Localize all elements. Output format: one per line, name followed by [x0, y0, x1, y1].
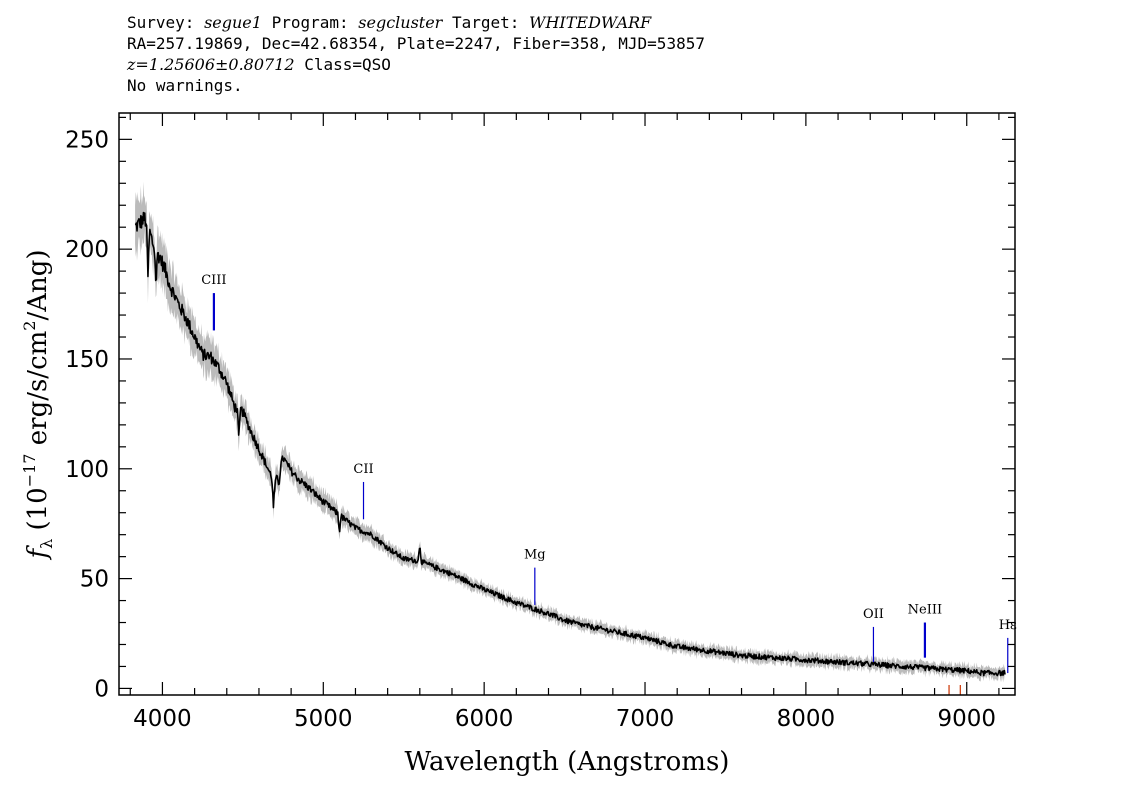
survey-label: Survey: — [127, 13, 205, 32]
header-line-1: Survey: segue1 Program: segcluster Targe… — [127, 12, 705, 33]
emission-line-label: NeIII — [908, 603, 942, 618]
y-tick-label: 250 — [65, 127, 109, 153]
target-value: WHITEDWARF — [529, 13, 652, 32]
emission-line-label: Hε — [999, 618, 1017, 633]
emission-lines-layer: CIII CII Mg OII NeIII Hε — [201, 273, 1017, 674]
flux-layer — [134, 211, 1006, 677]
ylabel-squared: 2 — [20, 321, 39, 331]
emission-line-label: OII — [863, 607, 884, 622]
x-tick-label: 5000 — [294, 706, 353, 732]
x-tick-label: 9000 — [937, 706, 996, 732]
y-tick-label: 200 — [65, 237, 109, 263]
ylabel-units: erg/s/cm — [23, 331, 53, 454]
x-axis: 4000 5000 6000 7000 8000 9000 — [129, 113, 1000, 732]
y-tick-label: 150 — [65, 347, 109, 373]
program-label: Program: — [261, 13, 359, 32]
ylabel-per-ang: /Ang) — [23, 249, 53, 320]
x-tick-label: 7000 — [616, 706, 675, 732]
program-value: segcluster — [358, 13, 443, 32]
spectrum-header: Survey: segue1 Program: segcluster Targe… — [127, 12, 705, 96]
target-label: Target: — [442, 13, 530, 32]
emission-line-label: CIII — [201, 273, 226, 288]
flux-series-line — [134, 211, 1006, 677]
header-line-2: RA=257.19869, Dec=42.68354, Plate=2247, … — [127, 34, 705, 53]
x-tick-label: 8000 — [777, 706, 836, 732]
sky-markers-layer — [948, 685, 961, 695]
emission-line-label: Mg — [524, 548, 546, 563]
redshift-value: z=1.25606±0.80712 — [127, 55, 295, 74]
x-tick-label: 6000 — [455, 706, 514, 732]
x-axis-title: Wavelength (Angstroms) — [405, 747, 730, 777]
x-tick-label: 4000 — [133, 706, 192, 732]
plot-frame — [118, 112, 1016, 696]
class-value: Class=QSO — [294, 55, 391, 74]
ylabel-lambda: λ — [37, 539, 56, 549]
ylabel-exponent: −17 — [20, 454, 39, 488]
ylabel-scale: (10 — [23, 487, 53, 539]
y-tick-label: 50 — [80, 567, 109, 593]
emission-line-label: CII — [353, 462, 373, 477]
warnings-text: No warnings. — [127, 76, 243, 95]
y-tick-label: 0 — [94, 676, 109, 702]
y-axis-title: fλ (10−17 erg/s/cm2/Ang) — [20, 249, 56, 560]
y-axis: 0 50 100 150 200 250 — [65, 116, 1015, 702]
survey-value: segue1 — [204, 13, 262, 32]
header-line-3: z=1.25606±0.80712 Class=QSO — [127, 54, 705, 75]
y-tick-label: 100 — [65, 457, 109, 483]
